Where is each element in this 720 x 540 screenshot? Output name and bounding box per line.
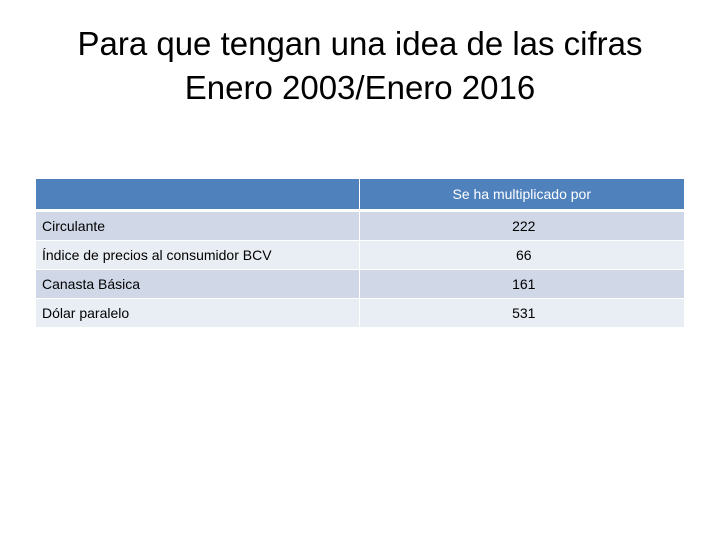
slide-title-line-2: Enero 2003/Enero 2016 [184,69,536,106]
row-value: 531 [359,298,684,328]
row-value: 222 [359,210,684,241]
table-row: Dólar paralelo 531 [36,298,684,328]
table-row: Índice de precios al consumidor BCV 66 [36,240,684,270]
header-cell-multiplier: Se ha multiplicado por [359,179,684,212]
row-label: Canasta Básica [36,269,360,299]
header-cell-label [36,179,360,212]
slide-title: Para que tengan una idea de las cifras E… [0,22,720,110]
table-header-row: Se ha multiplicado por [36,179,684,212]
row-label: Dólar paralelo [36,298,360,328]
row-label: Circulante [36,210,360,241]
row-label: Índice de precios al consumidor BCV [36,240,360,270]
slide-title-line-1: Para que tengan una idea de las cifras [77,25,643,62]
table-row: Circulante 222 [36,210,684,241]
row-value: 161 [359,269,684,299]
comparison-table: Se ha multiplicado por Circulante 222 Ín… [36,179,684,328]
table-row: Canasta Básica 161 [36,269,684,299]
row-value: 66 [359,240,684,270]
